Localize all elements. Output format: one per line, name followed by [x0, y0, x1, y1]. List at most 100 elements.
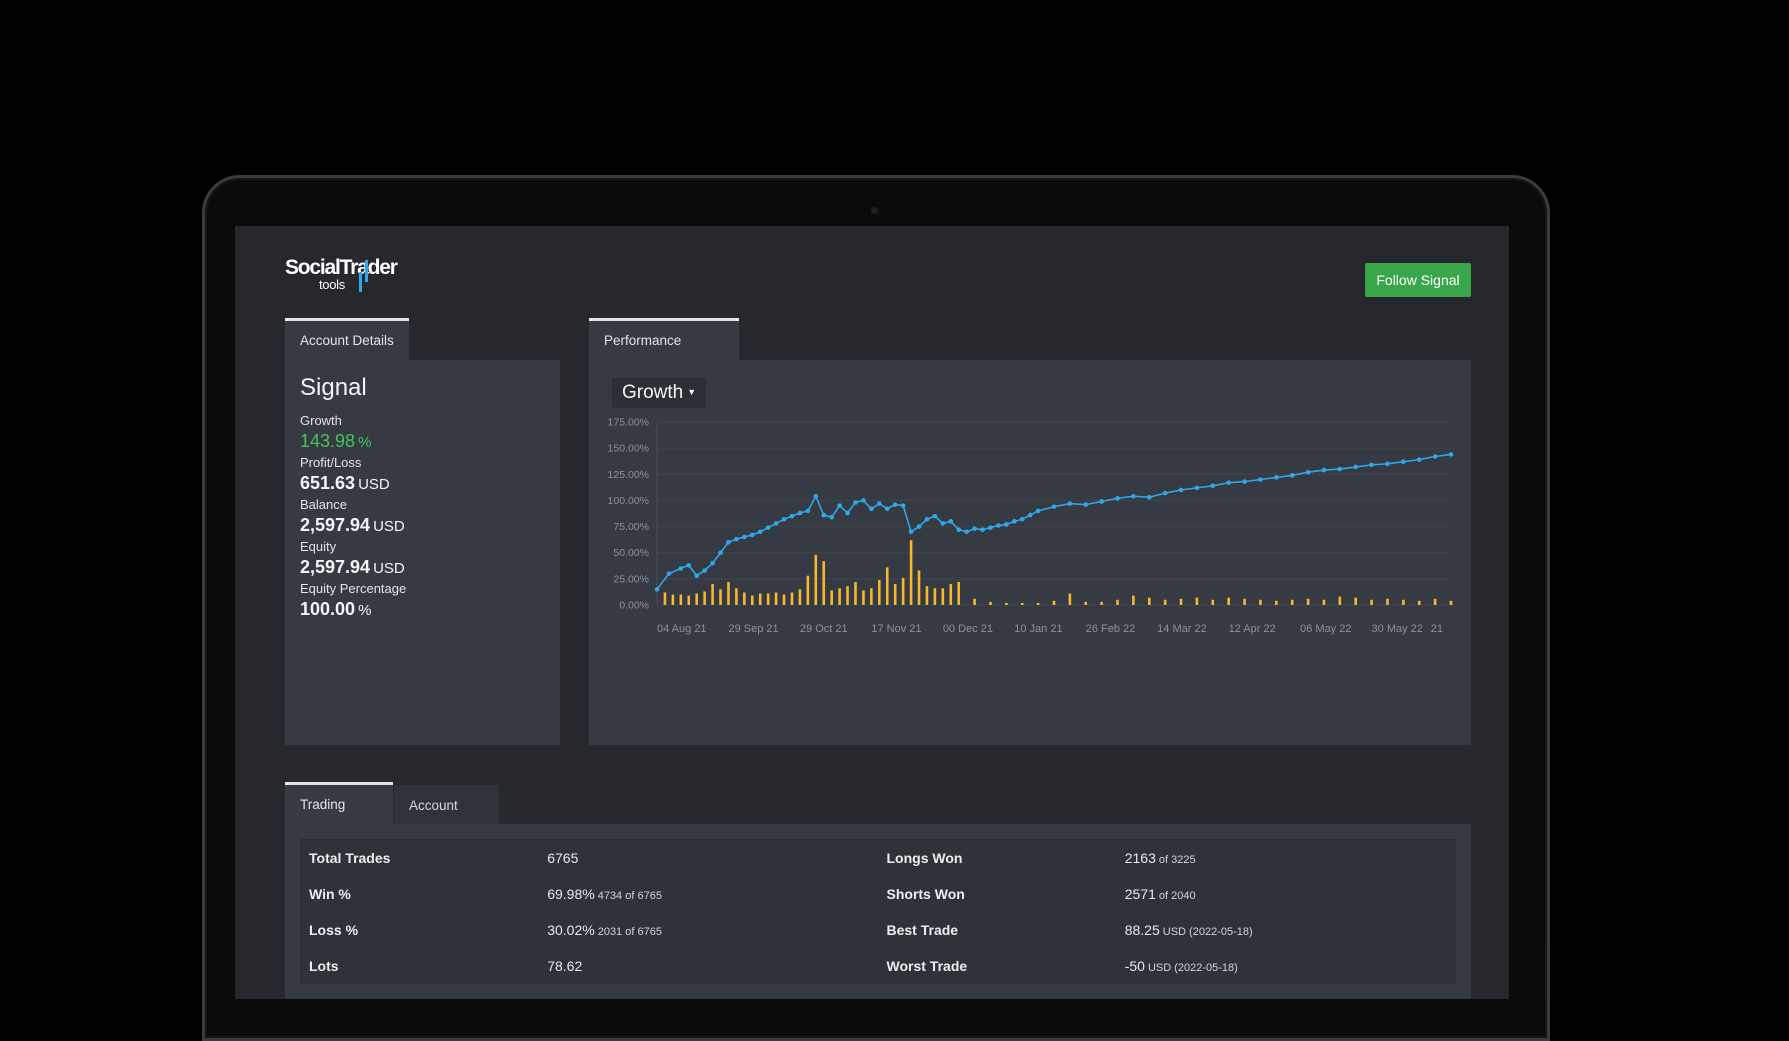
bar [1005, 602, 1008, 605]
bar [846, 586, 849, 605]
stat-value-text: 2571 [1124, 885, 1156, 902]
data-point [1146, 494, 1152, 500]
data-point [980, 527, 985, 533]
data-point [1432, 454, 1438, 459]
data-point [972, 526, 977, 531]
stat-value: 6765 [538, 839, 879, 876]
data-point [710, 560, 715, 566]
chart-type-dropdown[interactable]: Growth ▼ [612, 378, 707, 408]
bar [1354, 597, 1358, 605]
data-point [773, 521, 779, 526]
performance-chart-panel: 0.00% 25.00% 50.00% 75.00% 100.00% 125.00% 150… [589, 360, 1471, 745]
bar [878, 579, 881, 605]
y-tick-label: 100.00% [608, 495, 649, 507]
data-point [861, 498, 866, 503]
bar [885, 567, 889, 605]
x-tick-label: 29 Sep 21 [728, 623, 778, 635]
growth-unit: % [358, 434, 372, 451]
bar [1211, 599, 1215, 605]
bar [1417, 600, 1421, 605]
tab-trading-stats[interactable]: Trading Stats [285, 782, 393, 852]
stat-value: 30.02% 2031 of 6765 [538, 911, 879, 948]
data-point [845, 510, 850, 516]
bar [711, 584, 714, 605]
bar [1449, 600, 1453, 605]
data-point [940, 521, 946, 526]
stat-label: Total Trades [299, 839, 540, 876]
bar [743, 592, 746, 605]
bar [1068, 593, 1072, 605]
data-point [1353, 464, 1359, 470]
equity-number: 2,597.94 [300, 557, 371, 577]
bar [1084, 601, 1088, 605]
bar [854, 581, 857, 605]
balance-unit: USD [373, 518, 405, 535]
bar [933, 588, 937, 605]
data-point [884, 506, 890, 512]
data-point [1226, 480, 1231, 485]
x-tick-label: 21 [1431, 623, 1443, 635]
brand-logo[interactable]: SocialTrader tools [285, 256, 398, 292]
brand-name: SocialTrader [285, 256, 398, 279]
chart-type-label: Growth [622, 382, 684, 403]
y-tick-label: 50.00% [613, 547, 649, 559]
data-point [964, 529, 969, 535]
bar [1147, 597, 1151, 605]
y-tick-label: 150.00% [608, 443, 649, 455]
follow-signal-button[interactable]: Follow Signal [1365, 263, 1471, 297]
bar [814, 554, 818, 605]
data-point [805, 508, 811, 514]
data-point [694, 573, 699, 579]
bar [727, 581, 730, 605]
data-point [932, 513, 938, 519]
data-point [996, 523, 1001, 528]
bar [989, 601, 992, 605]
stat-value-sub: USD (2022-05-18) [1162, 925, 1253, 938]
bar [1052, 600, 1056, 605]
y-tick-label: 125.00% [608, 469, 649, 481]
data-point [916, 524, 922, 529]
stat-label: Longs Won [877, 839, 1117, 876]
app-screen: SocialTrader tools Follow Signal Account… [235, 226, 1509, 999]
stat-label: Best Trade [877, 911, 1117, 948]
data-point [892, 502, 898, 507]
stat-label-text: Total Trades [309, 849, 391, 866]
stat-label: Loss % [299, 911, 540, 948]
data-point [781, 516, 787, 522]
data-point [853, 500, 858, 505]
tab-performance-charts[interactable]: Performance Charts [589, 318, 739, 388]
stat-label: Lots [299, 947, 540, 984]
equity-percentage-unit: % [358, 602, 372, 619]
bar [893, 584, 897, 605]
stat-value: 88.25 USD (2022-05-18) [1115, 911, 1457, 948]
stat-label-text: Worst Trade [886, 957, 968, 974]
bar [735, 588, 738, 605]
bar [822, 561, 826, 605]
bar [695, 593, 698, 605]
bar [957, 581, 961, 605]
bar [830, 590, 833, 605]
data-point [1448, 452, 1454, 457]
data-point [821, 512, 827, 518]
growth-value: 143.98% [300, 431, 371, 452]
data-point [1289, 473, 1295, 478]
data-point [1178, 487, 1184, 493]
bar [687, 595, 691, 605]
data-point [829, 514, 834, 520]
data-point [1067, 501, 1073, 506]
bar [1322, 599, 1326, 605]
y-tick-label: 175.00% [608, 417, 649, 429]
stat-value-text: 2163 [1124, 849, 1156, 866]
stat-value-text: 88.25 [1124, 921, 1160, 938]
bar [838, 588, 841, 605]
x-tick-label: 00 Dec 21 [943, 623, 993, 635]
chart-x-ticks: 04 Aug 21 29 Sep 21 29 Oct 21 17 Nov 21 00 D… [657, 623, 1443, 635]
equity-percentage-number: 100.00 [300, 599, 356, 619]
table-row: Lots 78.62 Worst Trade -50 USD (2022-05-18) [299, 947, 1457, 984]
bar [941, 588, 945, 605]
data-point [1321, 467, 1327, 473]
tab-account-info[interactable]: Account Info [394, 785, 499, 854]
x-tick-label: 26 Feb 22 [1086, 623, 1136, 635]
bar [1338, 596, 1342, 605]
tab-account-details[interactable]: Account Details [285, 318, 409, 360]
